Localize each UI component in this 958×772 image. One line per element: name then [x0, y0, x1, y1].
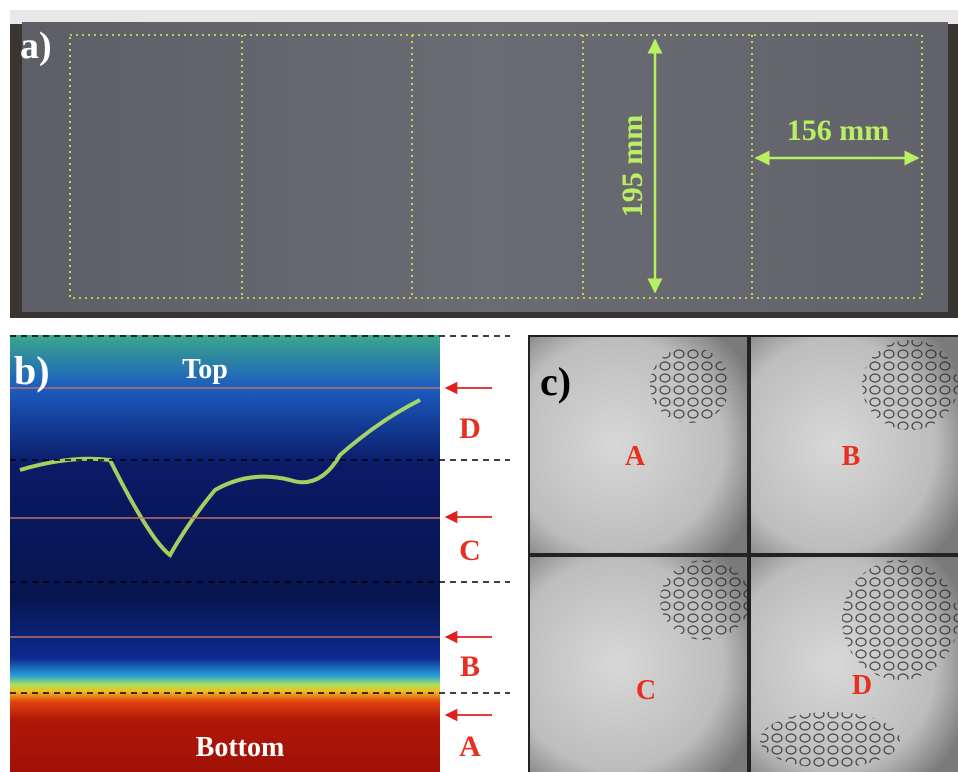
lifetime-map: [10, 335, 440, 772]
wall: [10, 10, 958, 24]
zone-label: D: [459, 412, 481, 445]
zone-label: A: [459, 730, 481, 763]
zone-label: C: [459, 534, 481, 567]
panel-a: a) 195 mm 156 mm: [10, 10, 958, 318]
cell-label: A: [625, 441, 646, 472]
bottom-label: Bottom: [196, 732, 285, 763]
height-label: 195 mm: [616, 115, 649, 217]
cell-label: D: [852, 670, 872, 701]
panel-label: c): [540, 359, 571, 404]
figure: a) 195 mm 156 mm b) Top Bottom D C B A c…: [0, 0, 958, 772]
width-label: 156 mm: [787, 114, 889, 147]
panel-label: a): [20, 25, 52, 67]
panel-c: c) A B C D: [528, 335, 958, 772]
top-label: Top: [182, 354, 228, 385]
ingot-block: [22, 22, 948, 312]
panel-b: b) Top Bottom D C B A: [10, 335, 510, 772]
panel-label: b): [14, 348, 50, 393]
zone-label: B: [460, 650, 480, 683]
cell-label: B: [842, 441, 861, 472]
cell-label: C: [636, 675, 656, 706]
